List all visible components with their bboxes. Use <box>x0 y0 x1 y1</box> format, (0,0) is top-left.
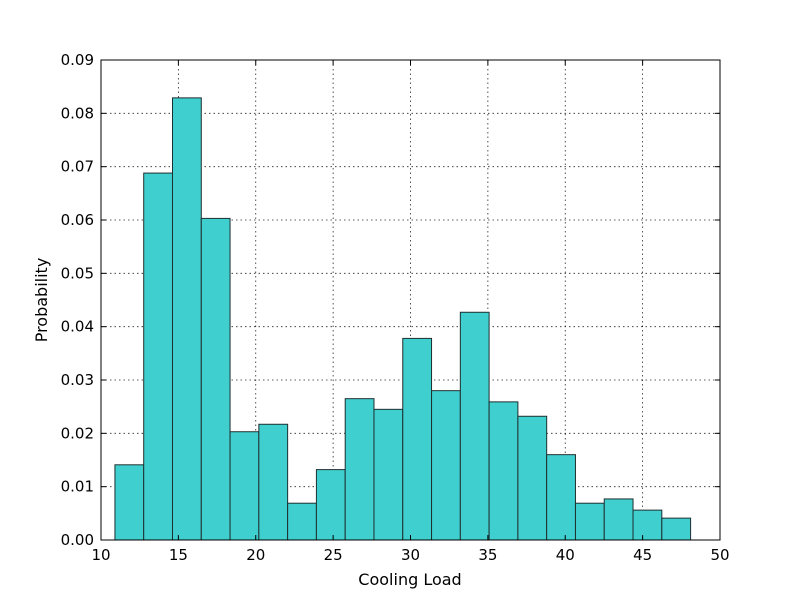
x-tick-label: 15 <box>169 546 188 564</box>
histogram-bar-8 <box>344 398 375 541</box>
histogram-bar-11 <box>431 390 461 541</box>
histogram-bar-14 <box>517 415 548 541</box>
histogram-bar-7 <box>315 469 346 541</box>
y-axis-label: Probability <box>32 258 51 343</box>
histogram-bar-16 <box>574 502 605 541</box>
histogram-bar-9 <box>373 408 404 541</box>
y-tick-label: 0.00 <box>61 531 94 549</box>
y-tick-label: 0.06 <box>61 211 94 229</box>
bars <box>114 97 692 541</box>
histogram-bar-19 <box>661 517 692 541</box>
x-tick-label: 50 <box>710 546 729 564</box>
y-tick-label: 0.08 <box>61 104 94 122</box>
y-tick-label: 0.04 <box>61 318 94 336</box>
x-tick-label: 25 <box>324 546 343 564</box>
histogram-bar-15 <box>546 454 576 541</box>
y-tick-labels: 0.00 0.01 0.02 0.03 0.04 0.05 0.06 0.07 0.08 0.09 <box>61 51 94 549</box>
histogram-bar-5 <box>258 423 289 541</box>
y-tick-label: 0.01 <box>61 478 94 496</box>
histogram-bar-10 <box>402 337 433 541</box>
y-tick-label: 0.09 <box>61 51 94 69</box>
x-tick-label: 35 <box>478 546 497 564</box>
y-tick-label: 0.07 <box>61 158 94 176</box>
x-tick-label: 45 <box>633 546 652 564</box>
y-tick-label: 0.02 <box>61 424 94 442</box>
histogram-bar-17 <box>603 498 634 541</box>
histogram-bar-1 <box>143 172 173 541</box>
histogram-bar-18 <box>632 509 663 541</box>
x-tick-label: 10 <box>91 546 110 564</box>
histogram-bar-6 <box>287 502 317 541</box>
x-tick-label: 40 <box>556 546 575 564</box>
y-tick-label: 0.05 <box>61 264 94 282</box>
histogram-bar-3 <box>200 217 231 541</box>
histogram-bar-4 <box>229 431 260 541</box>
histogram-bar-0 <box>114 464 145 541</box>
histogram-bar-12 <box>459 311 490 541</box>
histogram-bar-2 <box>171 97 202 541</box>
histogram-bar-13 <box>488 401 519 541</box>
x-tick-label: 20 <box>246 546 265 564</box>
x-tick-labels: 10 15 20 25 30 35 40 45 50 <box>91 546 729 564</box>
y-tick-label: 0.03 <box>61 371 94 389</box>
ticks <box>100 59 721 541</box>
x-tick-label: 30 <box>401 546 420 564</box>
x-axis-label: Cooling Load <box>358 570 461 589</box>
